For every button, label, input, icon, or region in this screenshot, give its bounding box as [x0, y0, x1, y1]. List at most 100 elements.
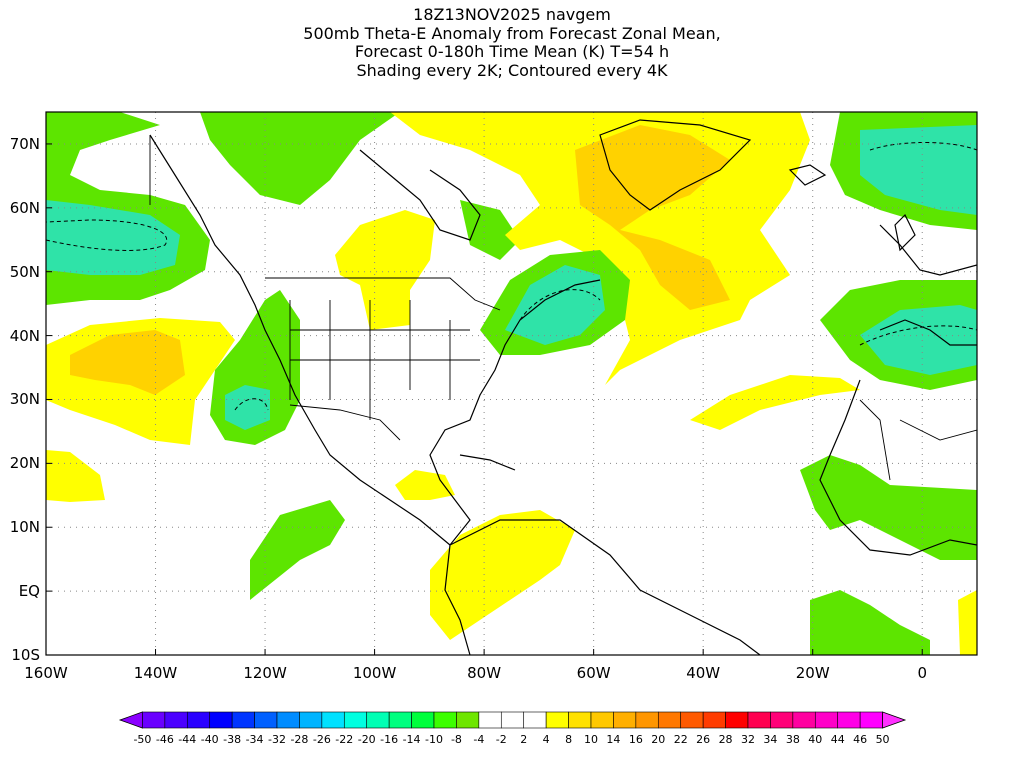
colorbar-swatch — [500, 711, 525, 729]
title-block: 18Z13NOV2025 navgem 500mb Theta-E Anomal… — [0, 5, 1024, 80]
contour-gulf-of-alaska — [46, 219, 168, 251]
longitude-label: 40W — [686, 664, 721, 682]
orange-core-subtropical-pacific — [70, 330, 185, 395]
colorbar-label: 34 — [763, 733, 778, 746]
coastline-europe — [879, 224, 977, 276]
colorbar-label: 8 — [565, 733, 573, 746]
colorbar-swatch — [254, 711, 278, 729]
latitude-label: 70N — [9, 134, 40, 153]
colorbar-label: -10 — [425, 733, 443, 746]
anomaly-shading — [46, 112, 977, 655]
map-plot-area — [46, 112, 977, 655]
yellow-field-central-canada — [335, 210, 435, 330]
colorbar-swatch — [545, 711, 569, 729]
colorbar-swatch — [613, 711, 637, 729]
colorbar-swatch — [388, 711, 412, 729]
coastline-uk — [894, 213, 916, 252]
title-line-1: 18Z13NOV2025 navgem — [413, 5, 611, 24]
colorbar-label: -16 — [380, 733, 399, 746]
title-line-4: Shading every 2K; Contoured every 4K — [356, 60, 668, 80]
colorbar-label: 16 — [628, 733, 643, 746]
colorbar-swatch — [276, 711, 300, 729]
latitude-label: EQ — [18, 582, 40, 601]
yellow-band-central-atlantic — [690, 375, 860, 430]
contour-california — [234, 398, 269, 411]
green-field-hudson — [460, 200, 520, 260]
colorbar-label: -28 — [290, 733, 309, 746]
colorbar-label: 50 — [875, 733, 890, 746]
colorbar-swatch — [590, 711, 614, 729]
coastline-iberia — [879, 319, 977, 346]
political-borders — [149, 135, 977, 481]
colorbar-label: -46 — [155, 733, 174, 746]
colorbar-label: -40 — [200, 733, 219, 746]
coastline-south-america — [449, 519, 761, 655]
colorbar-swatch — [321, 711, 345, 729]
coastlines — [149, 119, 977, 655]
border-us-mexico — [289, 404, 401, 441]
yellow-field-hawaii — [46, 450, 105, 502]
latitude-label: 50N — [9, 262, 40, 281]
colorbar-label: -38 — [223, 733, 242, 746]
latitude-label: 10N — [9, 518, 40, 537]
colorbar-label: -26 — [312, 733, 331, 746]
colorbar-label: 44 — [830, 733, 845, 746]
colorbar-label: -32 — [268, 733, 286, 746]
border-us-canada — [265, 277, 501, 311]
colorbar-arrow-low — [118, 711, 143, 729]
colorbar-swatch — [680, 711, 704, 729]
colorbar-swatch — [568, 711, 592, 729]
colorbar-swatch — [635, 711, 659, 729]
colorbar-label: 10 — [584, 733, 598, 746]
colorbar-swatch — [186, 711, 211, 729]
teal-core-mediterranean — [860, 305, 977, 375]
colorbar-label: -50 — [133, 733, 152, 746]
colorbar-label: -2 — [495, 733, 507, 746]
longitude-label: 60W — [576, 664, 611, 682]
axis-ticks — [45, 143, 923, 656]
yellow-field-central-america — [395, 470, 455, 500]
colorbar-label: -34 — [245, 733, 264, 746]
latitude-label: 60N — [9, 198, 40, 217]
colorbar-swatch — [142, 711, 166, 729]
teal-core-california — [225, 385, 270, 430]
colorbar-label: 46 — [853, 733, 868, 746]
colorbar-label: 14 — [606, 733, 621, 746]
colorbar-label: -4 — [473, 733, 485, 746]
colorbar-label: 32 — [741, 733, 755, 746]
latitude-label: 10S — [11, 646, 40, 664]
colorbar-swatch — [792, 711, 816, 729]
colorbar-swatch — [523, 711, 547, 729]
colorbar-swatch — [433, 711, 457, 729]
coastline-greenland — [599, 119, 752, 211]
coastline-north-america-east — [429, 279, 601, 546]
coastline-cuba — [459, 454, 516, 471]
gridlines — [46, 112, 977, 655]
longitude-label: 100W — [352, 664, 397, 682]
colorbar-swatch — [343, 711, 368, 729]
colorbar-swatch — [770, 711, 794, 729]
colorbar-swatch — [837, 711, 861, 729]
colorbar — [118, 711, 907, 729]
colorbar-swatch — [725, 711, 749, 729]
longitude-label: 120W — [243, 664, 287, 682]
colorbar-label: -14 — [402, 733, 421, 746]
teal-core-europe — [860, 125, 977, 215]
green-field-south-atlantic — [810, 590, 930, 655]
yellow-field-southeast — [958, 590, 977, 655]
longitude-label: 0 — [917, 664, 927, 682]
border-us-states — [289, 300, 480, 420]
orange-core-greenland — [575, 125, 730, 310]
title-line-3: Forecast 0-180h Time Mean (K) T=54 h — [354, 42, 670, 61]
colorbar-swatch — [859, 711, 883, 729]
colorbar-swatch — [747, 711, 771, 729]
colorbar-label: 40 — [808, 733, 823, 746]
longitude-label: 160W — [24, 664, 68, 682]
latitude-label: 40N — [9, 326, 40, 345]
colorbar-label: -8 — [450, 733, 462, 746]
colorbar-label: 4 — [542, 733, 550, 746]
colorbar-swatch — [814, 711, 839, 729]
colorbar-label: 38 — [785, 733, 800, 746]
colorbar-swatch — [366, 711, 390, 729]
plot-frame — [45, 111, 978, 656]
